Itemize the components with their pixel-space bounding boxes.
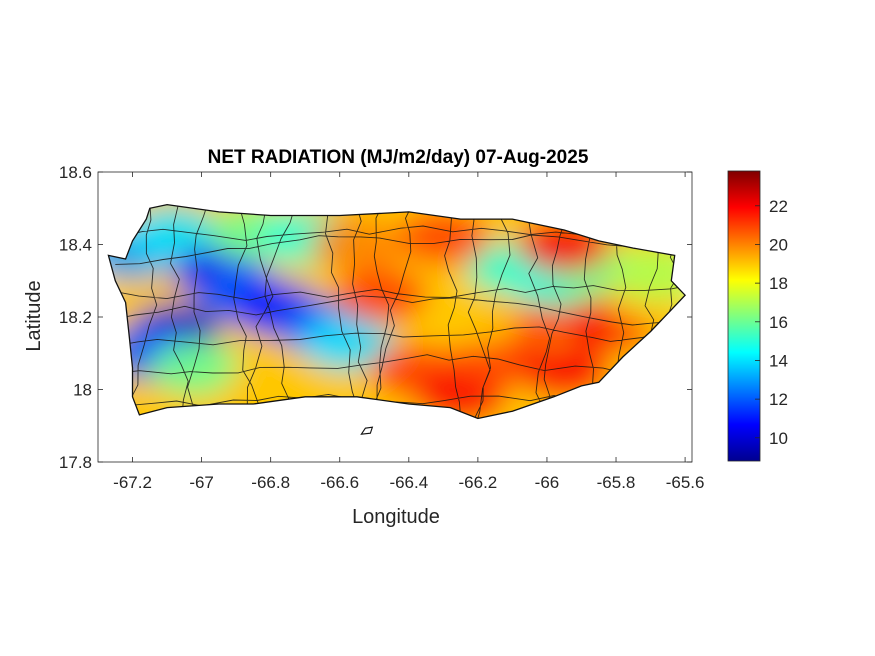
- y-tick-label: 18.6: [59, 163, 92, 182]
- x-tick-label: -66.4: [389, 473, 428, 492]
- x-tick-label: -66: [535, 473, 560, 492]
- colorbar-tick-label: 22: [769, 197, 788, 216]
- y-tick-label: 18: [73, 381, 92, 400]
- x-axis: -67.2 -67 -66.8 -66.6 -66.4 -66.2 -66 -65.8 -65.…: [113, 172, 704, 492]
- x-tick-label: -66.8: [251, 473, 290, 492]
- x-tick-label: -65.8: [597, 473, 636, 492]
- field-blob: [311, 216, 403, 273]
- colorbar-tick-label: 10: [769, 429, 788, 448]
- colorbar-tick-label: 14: [769, 351, 788, 370]
- field-blob: [148, 339, 241, 396]
- x-axis-label: Longitude: [352, 506, 440, 528]
- field-blob: [335, 267, 428, 324]
- y-tick-label: 18.2: [59, 308, 92, 327]
- islet-outline: [360, 426, 374, 435]
- x-tick-label: -65.6: [666, 473, 705, 492]
- field-blob: [449, 332, 542, 389]
- island-outline: [107, 203, 686, 420]
- field-blob: [397, 209, 490, 266]
- colorbar: [727, 170, 761, 462]
- colorbar-tick-label: 20: [769, 235, 788, 254]
- x-tick-label: -67.2: [113, 473, 152, 492]
- colorbar-ticks: 10 12 14 16 18 20 22: [755, 197, 788, 448]
- x-tick-label: -66.6: [320, 473, 359, 492]
- municipality-boundaries: [115, 204, 686, 419]
- y-axis-label: Latitude: [23, 280, 45, 351]
- x-tick-label: -66.2: [459, 473, 498, 492]
- colorbar-tick-label: 12: [769, 390, 788, 409]
- y-tick-label: 18.4: [59, 236, 92, 255]
- x-tick-label: -67: [189, 473, 214, 492]
- y-tick-label: 17.8: [59, 453, 92, 472]
- colorbar-tick-label: 16: [769, 313, 788, 332]
- colorbar-tick-label: 18: [769, 274, 788, 293]
- y-axis: 17.8 18 18.2 18.4 18.6: [59, 163, 692, 472]
- chart-title: NET RADIATION (MJ/m2/day) 07-Aug-2025: [208, 147, 589, 168]
